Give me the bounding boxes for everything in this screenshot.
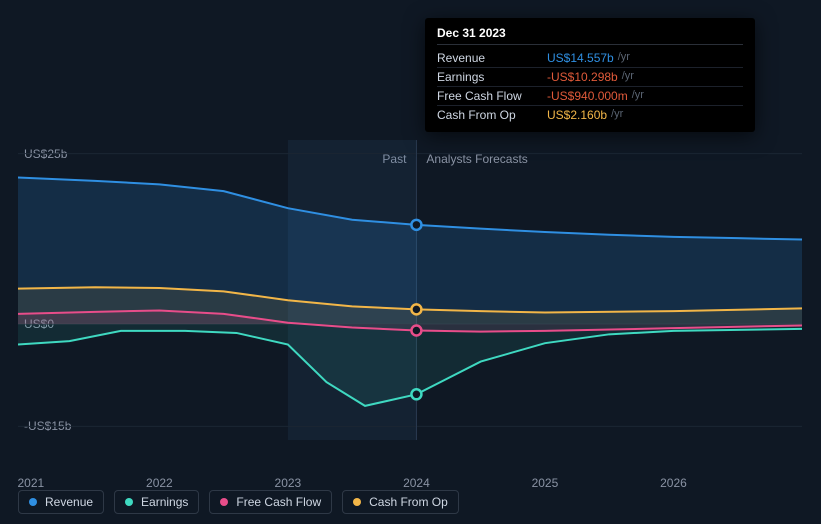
- tooltip-label: Free Cash Flow: [437, 89, 547, 103]
- legend-item-fcf[interactable]: Free Cash Flow: [209, 490, 332, 514]
- x-tick-2025: 2025: [532, 476, 559, 490]
- tooltip-label: Earnings: [437, 70, 547, 84]
- marker-fcf: [411, 326, 421, 336]
- tooltip-label: Cash From Op: [437, 108, 547, 122]
- area-earnings: [18, 324, 802, 406]
- tooltip-date: Dec 31 2023: [437, 26, 743, 45]
- legend-item-cfo[interactable]: Cash From Op: [342, 490, 459, 514]
- legend-label: Free Cash Flow: [236, 495, 321, 509]
- tooltip-unit: /yr: [632, 89, 644, 103]
- legend-swatch-earnings: [125, 498, 133, 506]
- tooltip-row-earnings: Earnings-US$10.298b/yr: [437, 68, 743, 87]
- x-tick-2021: 2021: [17, 476, 44, 490]
- legend-swatch-fcf: [220, 498, 228, 506]
- chart-legend: Revenue Earnings Free Cash Flow Cash From O…: [18, 490, 459, 514]
- marker-cfo: [411, 304, 421, 314]
- x-tick-2022: 2022: [146, 476, 173, 490]
- chart-tooltip: Dec 31 2023 RevenueUS$14.557b/yrEarnings…: [425, 18, 755, 132]
- tooltip-unit: /yr: [611, 108, 623, 122]
- tooltip-unit: /yr: [622, 70, 634, 84]
- x-tick-2026: 2026: [660, 476, 687, 490]
- legend-item-revenue[interactable]: Revenue: [18, 490, 104, 514]
- x-tick-2023: 2023: [275, 476, 302, 490]
- legend-label: Earnings: [141, 495, 188, 509]
- x-tick-2024: 2024: [403, 476, 430, 490]
- tooltip-value: -US$10.298b: [547, 70, 618, 84]
- legend-label: Cash From Op: [369, 495, 448, 509]
- tooltip-label: Revenue: [437, 51, 547, 65]
- tooltip-row-revenue: RevenueUS$14.557b/yr: [437, 49, 743, 68]
- legend-swatch-revenue: [29, 498, 37, 506]
- legend-label: Revenue: [45, 495, 93, 509]
- marker-earnings: [411, 389, 421, 399]
- legend-item-earnings[interactable]: Earnings: [114, 490, 199, 514]
- tooltip-value: US$14.557b: [547, 51, 614, 65]
- tooltip-value: -US$940.000m: [547, 89, 628, 103]
- tooltip-value: US$2.160b: [547, 108, 607, 122]
- marker-revenue: [411, 220, 421, 230]
- legend-swatch-cfo: [353, 498, 361, 506]
- tooltip-row-cash-from-op: Cash From OpUS$2.160b/yr: [437, 106, 743, 124]
- tooltip-unit: /yr: [618, 51, 630, 65]
- tooltip-row-free-cash-flow: Free Cash Flow-US$940.000m/yr: [437, 87, 743, 106]
- financials-chart: Dec 31 2023 RevenueUS$14.557b/yrEarnings…: [0, 0, 821, 524]
